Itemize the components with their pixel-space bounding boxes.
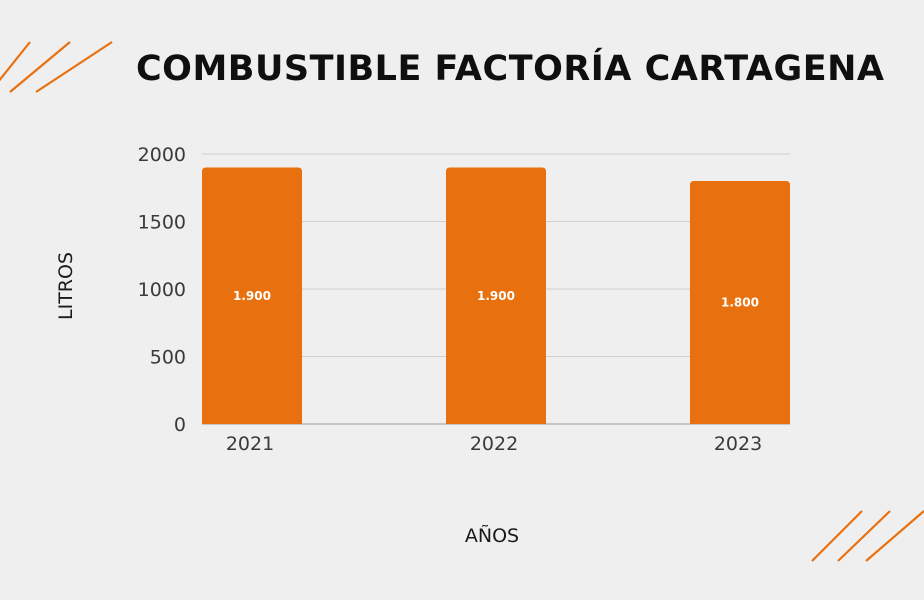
bar-value-label: 1.800 <box>721 296 759 310</box>
stripe <box>811 510 863 562</box>
bar-2021 <box>202 167 302 424</box>
x-axis-label: AÑOS <box>465 524 519 547</box>
stripe <box>865 510 924 562</box>
y-axis-ticks: 0 500 1000 1500 2000 <box>138 144 186 436</box>
stripe <box>35 41 113 93</box>
x-tick-label: 2023 <box>714 433 762 455</box>
y-tick-label: 1500 <box>138 212 186 234</box>
y-tick-label: 500 <box>150 347 186 369</box>
x-tick-label: 2021 <box>226 433 274 455</box>
bar-value-label: 1.900 <box>477 289 515 303</box>
bar-2023 <box>690 181 790 424</box>
y-tick-label: 0 <box>174 414 186 436</box>
decorative-stripes-top-left <box>0 41 113 93</box>
y-tick-label: 1000 <box>138 279 186 301</box>
x-axis-ticks: 2021 2022 2023 <box>226 433 762 455</box>
stripe <box>9 41 71 93</box>
y-axis-label: LITROS <box>55 252 77 320</box>
decorative-stripes-bottom-right <box>811 510 924 562</box>
x-tick-label: 2022 <box>470 433 518 455</box>
stripe <box>0 41 31 82</box>
y-tick-label: 2000 <box>138 144 186 166</box>
bars: 1.900 1.900 1.800 <box>202 167 790 424</box>
chart-title: COMBUSTIBLE FACTORÍA CARTAGENA <box>136 47 885 89</box>
bar-value-label: 1.900 <box>233 289 271 303</box>
bar-2022 <box>446 167 546 424</box>
stripe <box>837 510 891 562</box>
